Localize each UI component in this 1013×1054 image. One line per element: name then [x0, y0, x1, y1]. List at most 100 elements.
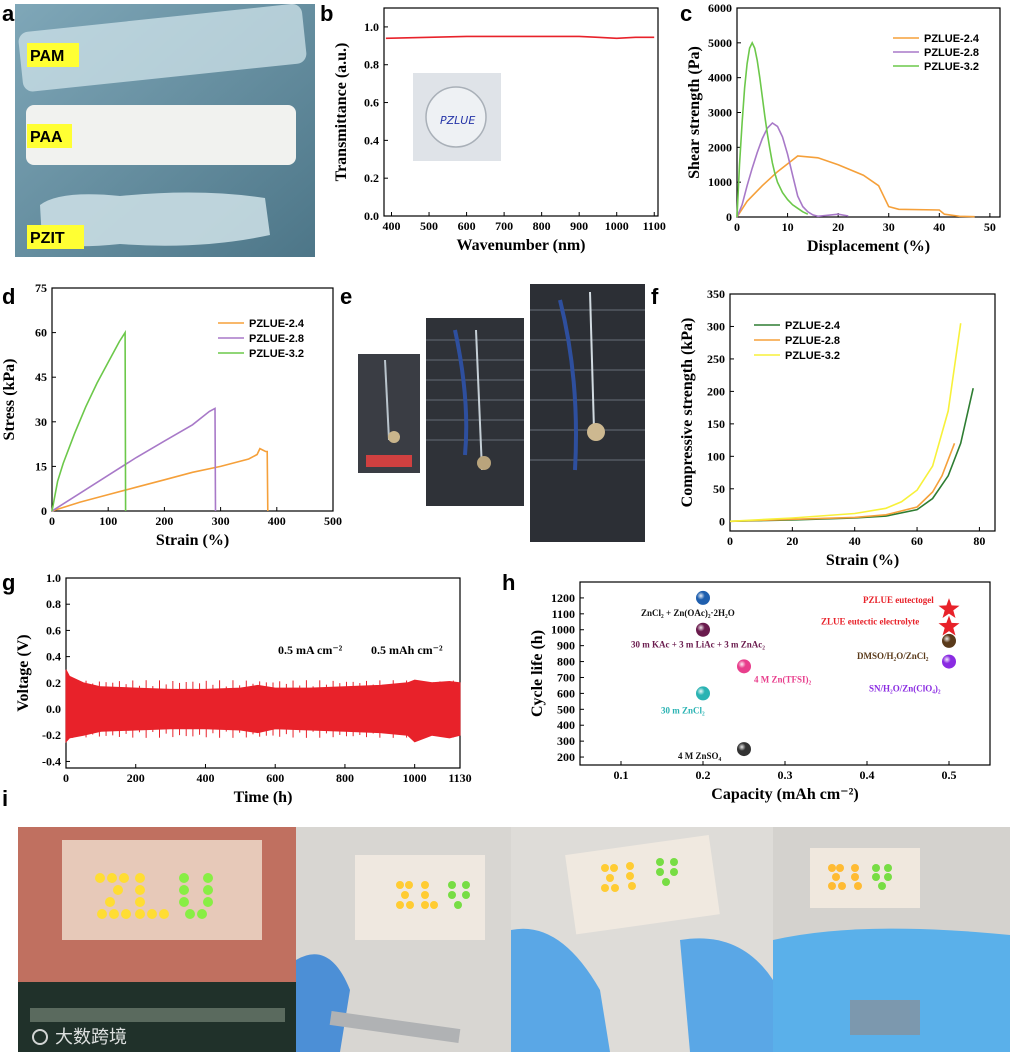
- data-point-label: 30 m ZnCl₂: [661, 705, 705, 715]
- panel-label-i: i: [2, 786, 8, 811]
- y-tick-label: 75: [35, 281, 47, 295]
- legend-entry: PZLUE-3.2: [785, 350, 840, 362]
- x-axis-label: Strain (%): [826, 552, 899, 569]
- series-line-pzlue-2.8: [729, 443, 956, 523]
- chart-transmittance: 400 500 600 700 800 900 1000 1100 0.0 0.2 0.4 0.6 0.…: [333, 7, 666, 254]
- x-tick-label: 800: [336, 771, 354, 785]
- data-point-highlight: [696, 686, 710, 701]
- panel-label-h: h: [502, 570, 515, 595]
- y-tick-label: 60: [35, 326, 47, 340]
- y-tick-label: 15: [35, 459, 47, 473]
- inset-handwriting: PZLUE: [440, 114, 475, 127]
- annotation-current-density: 0.5 mA cm⁻²: [278, 643, 343, 657]
- x-tick-label: 20: [786, 534, 798, 548]
- x-tick-label: 0.2: [696, 768, 711, 782]
- panel-label-c: c: [680, 1, 692, 26]
- x-tick-label: 500: [420, 219, 438, 233]
- x-axis-label: Time (h): [234, 789, 293, 806]
- plot-frame: [729, 293, 996, 532]
- chart-shear-strength: 0 10 20 30 40 50 0 1000 2000 3000 4000 5000 6000 Disp…: [686, 1, 1001, 255]
- x-tick-label: 30: [883, 220, 895, 234]
- chart-stress-strain: 0 100 200 300 400 500 0 15 30 45 60 75 Strain (%) Str…: [1, 281, 342, 549]
- series-line-pzlue-2.8: [736, 121, 849, 218]
- photos-i: 大数跨境: [18, 827, 1010, 1052]
- y-tick-label: 900: [557, 639, 575, 653]
- y-tick-label: 400: [557, 718, 575, 732]
- panel-labels: a b c d e f g h i: [2, 1, 692, 811]
- y-axis-label: Voltage (V): [15, 634, 32, 711]
- x-tick-label: 200: [127, 771, 145, 785]
- panel-label-a: a: [2, 1, 15, 26]
- x-tick-label: 500: [324, 514, 342, 528]
- x-tick-label: 900: [570, 219, 588, 233]
- data-point-label: PZLUE eutectogel: [863, 595, 934, 605]
- y-tick-label: 0: [719, 514, 725, 528]
- y-tick-label: 0: [41, 504, 47, 518]
- series-line-pzlue-2.4: [729, 388, 974, 523]
- panel-label-d: d: [2, 284, 15, 309]
- y-axis-label: Compressive strength (kPa): [679, 318, 696, 508]
- x-tick-label: 700: [495, 219, 513, 233]
- y-tick-label: 0.0: [46, 702, 61, 716]
- x-tick-label: 60: [911, 534, 923, 548]
- y-tick-label: 2000: [708, 140, 732, 154]
- voltage-band: [65, 669, 461, 744]
- x-tick-label: 80: [973, 534, 985, 548]
- y-tick-label: 800: [557, 655, 575, 669]
- x-tick-label: 200: [155, 514, 173, 528]
- data-point-label: ZnCl₂ + Zn(OAc)₂·2H₂O: [641, 608, 735, 618]
- y-tick-label: 0.4: [46, 650, 61, 664]
- data-point-label: 30 m KAc + 3 m LiAc + 3 m ZnAc₂: [631, 640, 765, 650]
- plot-frame: [383, 7, 659, 217]
- panel-label-e: e: [340, 284, 352, 309]
- y-tick-label: 300: [707, 319, 725, 333]
- label-pzit: PZIT: [30, 230, 65, 247]
- y-tick-label: 0: [726, 210, 732, 224]
- y-tick-label: 30: [35, 415, 47, 429]
- y-tick-label: 350: [707, 287, 725, 301]
- x-axis-label: Wavenumber (nm): [456, 237, 585, 254]
- y-tick-label: 1000: [708, 175, 732, 189]
- y-tick-label: 0.6: [364, 96, 379, 110]
- x-tick-label: 600: [266, 771, 284, 785]
- x-tick-label: 0.3: [778, 768, 793, 782]
- y-tick-label: -0.4: [42, 754, 61, 768]
- photo-a: PAM PAA PZIT: [15, 3, 315, 257]
- y-axis-label: Shear strength (Pa): [686, 46, 703, 179]
- label-paa: PAA: [30, 129, 63, 146]
- x-axis-label: Capacity (mAh cm⁻²): [711, 786, 858, 803]
- x-tick-label: 0.5: [942, 768, 957, 782]
- x-tick-label: 40: [933, 220, 945, 234]
- legend-entry: PZLUE-3.2: [924, 61, 979, 73]
- y-tick-label: 100: [707, 449, 725, 463]
- y-tick-label: 600: [557, 686, 575, 700]
- data-point-highlight: [737, 659, 751, 674]
- y-tick-label: 1100: [552, 607, 575, 621]
- annotation-capacity: 0.5 mAh cm⁻²: [371, 643, 443, 657]
- data-point-highlight: [696, 622, 710, 637]
- y-tick-label: 500: [557, 702, 575, 716]
- series-line-pzlue-2.8: [51, 407, 217, 512]
- data-point-highlight: [737, 742, 751, 757]
- y-tick-label: 1200: [551, 591, 575, 605]
- y-axis-label: Cycle life (h): [529, 630, 546, 717]
- y-axis-label: Transmittance (a.u.): [333, 43, 350, 182]
- x-axis-label: Displacement (%): [807, 238, 930, 255]
- y-tick-label: 150: [707, 417, 725, 431]
- y-tick-label: 250: [707, 352, 725, 366]
- series-line-pzlue-2.4: [736, 155, 975, 218]
- x-tick-label: 400: [196, 771, 214, 785]
- data-point-label: SN/H₂O/Zn(ClO₄)₂: [869, 684, 941, 694]
- x-tick-label: 400: [383, 219, 401, 233]
- y-tick-label: 45: [35, 370, 47, 384]
- chart-compressive-strength: 0 20 40 60 80 0 50 100 150 200 250 300 350 Strain (%)…: [679, 287, 996, 569]
- panel-label-b: b: [320, 1, 333, 26]
- data-point-highlight: [696, 590, 710, 605]
- data-point-highlight: [942, 654, 956, 669]
- legend-entry: PZLUE-2.8: [924, 47, 979, 59]
- series-line-pzlue-3.2: [736, 40, 809, 218]
- y-tick-label: 50: [713, 482, 725, 496]
- y-tick-label: 0.0: [364, 209, 379, 223]
- x-tick-label: 1130: [448, 771, 471, 785]
- x-tick-label: 600: [458, 219, 476, 233]
